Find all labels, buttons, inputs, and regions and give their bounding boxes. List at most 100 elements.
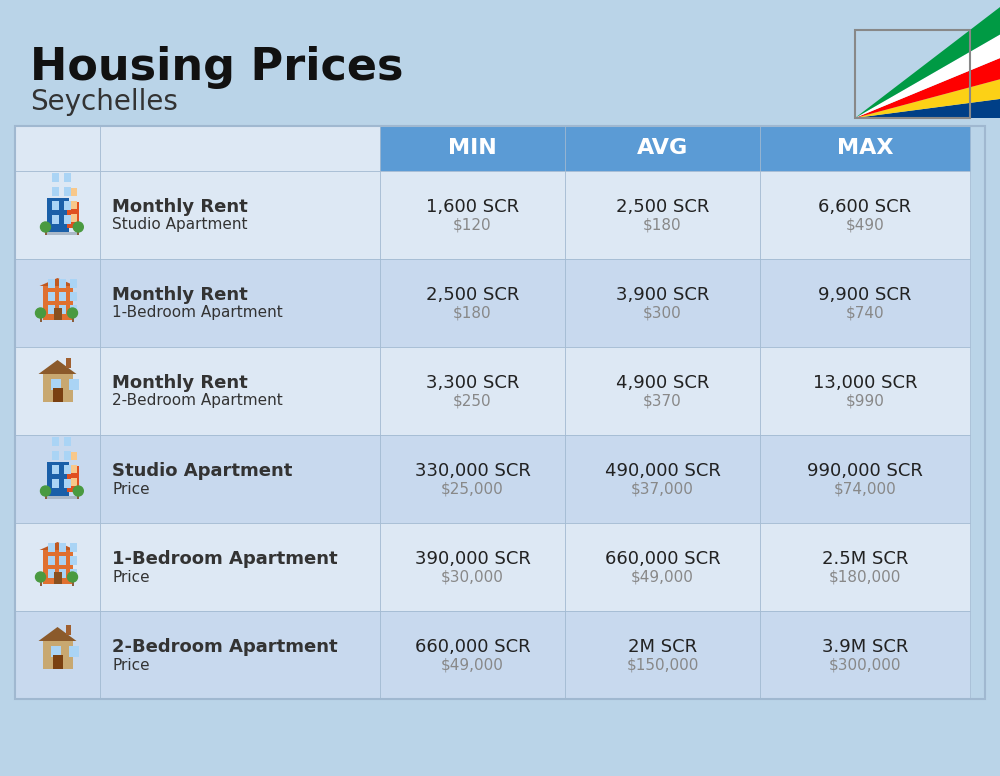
Polygon shape — [855, 62, 1000, 118]
Circle shape — [68, 572, 78, 582]
Bar — [44, 493, 46, 499]
Bar — [50, 379, 60, 390]
Bar — [42, 550, 72, 584]
Text: 3.9M SCR: 3.9M SCR — [822, 638, 908, 656]
Text: Monthly Rent: Monthly Rent — [112, 286, 248, 304]
Bar — [46, 232, 79, 235]
Bar — [70, 292, 76, 301]
Text: $990: $990 — [846, 393, 884, 408]
Bar — [565, 259, 760, 347]
Bar — [565, 435, 760, 523]
Bar — [15, 347, 100, 435]
Text: Studio Apartment: Studio Apartment — [112, 217, 248, 233]
Bar — [70, 214, 76, 222]
Bar — [565, 171, 760, 259]
Text: $300,000: $300,000 — [829, 657, 901, 673]
Text: $49,000: $49,000 — [631, 570, 694, 584]
Bar — [40, 315, 42, 322]
Polygon shape — [855, 9, 1000, 118]
Text: $250: $250 — [453, 393, 492, 408]
Text: 2.5M SCR: 2.5M SCR — [822, 550, 908, 568]
Text: $30,000: $30,000 — [441, 570, 504, 584]
Bar — [48, 279, 54, 288]
Text: $180: $180 — [643, 217, 682, 233]
Bar — [40, 579, 42, 586]
Bar — [64, 173, 70, 182]
Bar — [70, 543, 76, 552]
Bar — [565, 347, 760, 435]
Bar — [50, 646, 60, 657]
Polygon shape — [38, 627, 76, 641]
Text: $25,000: $25,000 — [441, 481, 504, 497]
Bar — [64, 437, 70, 446]
Circle shape — [36, 308, 46, 318]
Circle shape — [36, 572, 46, 582]
Text: $74,000: $74,000 — [834, 481, 896, 497]
Text: 2,500 SCR: 2,500 SCR — [426, 286, 519, 304]
Bar — [48, 305, 54, 314]
Bar — [66, 202, 79, 228]
Circle shape — [73, 486, 83, 496]
Bar — [70, 465, 76, 473]
Text: 13,000 SCR: 13,000 SCR — [813, 374, 917, 392]
Bar — [48, 543, 54, 552]
Bar — [64, 201, 70, 210]
Text: Monthly Rent: Monthly Rent — [112, 198, 248, 216]
Bar — [70, 556, 76, 565]
Bar — [100, 171, 380, 259]
Text: 1-Bedroom Apartment: 1-Bedroom Apartment — [112, 550, 338, 568]
Text: 6,600 SCR: 6,600 SCR — [818, 198, 912, 216]
Bar — [380, 611, 565, 699]
Bar — [42, 641, 72, 669]
Bar — [48, 556, 54, 565]
Text: $150,000: $150,000 — [626, 657, 699, 673]
Bar — [15, 126, 100, 171]
Bar — [58, 292, 66, 301]
Bar — [52, 173, 58, 182]
Bar — [77, 493, 79, 499]
Text: 3,900 SCR: 3,900 SCR — [616, 286, 709, 304]
Text: 660,000 SCR: 660,000 SCR — [415, 638, 530, 656]
Bar — [48, 292, 54, 301]
Bar — [68, 646, 78, 657]
Text: Price: Price — [112, 481, 150, 497]
Circle shape — [68, 308, 78, 318]
Bar — [70, 478, 76, 486]
Bar — [52, 437, 58, 446]
Polygon shape — [855, 90, 1000, 118]
Bar — [66, 358, 70, 368]
Bar — [380, 126, 565, 171]
Bar — [44, 229, 46, 235]
Bar — [760, 347, 970, 435]
Polygon shape — [40, 278, 76, 286]
Bar — [52, 479, 58, 488]
Bar — [70, 279, 76, 288]
Text: 660,000 SCR: 660,000 SCR — [605, 550, 720, 568]
Text: 1,600 SCR: 1,600 SCR — [426, 198, 519, 216]
Bar — [760, 435, 970, 523]
Bar — [70, 452, 76, 460]
Bar — [15, 259, 100, 347]
Bar — [52, 388, 62, 402]
Text: $490: $490 — [846, 217, 884, 233]
Bar — [760, 259, 970, 347]
Bar — [48, 569, 54, 578]
Bar — [52, 187, 58, 196]
Bar — [66, 625, 70, 635]
Polygon shape — [855, 35, 1000, 118]
Bar — [70, 201, 76, 209]
Polygon shape — [855, 0, 1000, 118]
Text: Price: Price — [112, 657, 150, 673]
Bar — [77, 229, 79, 235]
Text: 2,500 SCR: 2,500 SCR — [616, 198, 709, 216]
Text: 330,000 SCR: 330,000 SCR — [415, 462, 530, 480]
Bar — [42, 286, 72, 320]
Text: 2M SCR: 2M SCR — [628, 638, 697, 656]
Bar — [72, 579, 74, 586]
Text: $37,000: $37,000 — [631, 481, 694, 497]
Bar — [46, 496, 79, 499]
Text: Housing Prices: Housing Prices — [30, 46, 404, 89]
Text: Seychelles: Seychelles — [30, 88, 178, 116]
Circle shape — [73, 222, 83, 232]
Bar — [52, 201, 58, 210]
